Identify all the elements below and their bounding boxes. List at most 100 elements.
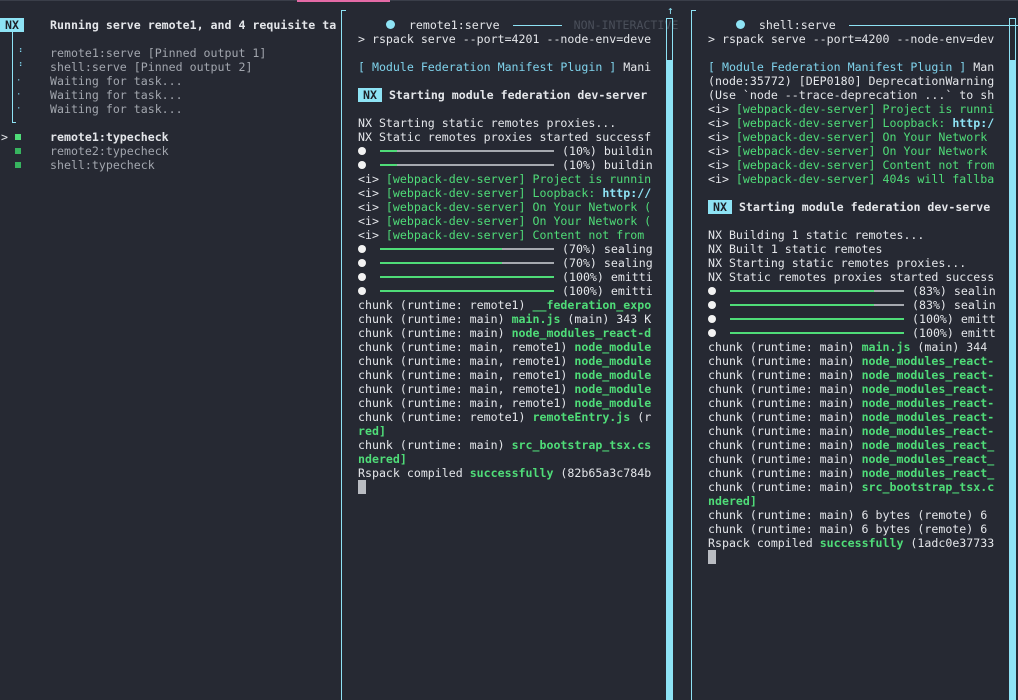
log-line: NX Built 1 static remotes [708, 242, 883, 256]
pinned-item-label: remote1:serve [Pinned output 1] [50, 46, 267, 60]
log-text: (10%) buildin [562, 144, 653, 158]
nx-badge-text: NX [0, 18, 24, 32]
log-text: chunk (runtime: main) [708, 382, 862, 396]
log-text: [webpack-dev-server] On Your Network ( [385, 214, 652, 228]
log-line: <i> [webpack-dev-server] Project is runn… [358, 172, 651, 186]
log-text: chunk (runtime: main, remote1) [358, 354, 575, 368]
log-text: NX Starting static remotes proxies... [358, 116, 617, 130]
nx-badge: NX [708, 200, 732, 214]
log-text: node_modules_react_ [861, 466, 995, 480]
task-item[interactable]: > remote1:typecheck [0, 130, 330, 144]
log-line: <i> [webpack-dev-server] On Your Network… [358, 200, 651, 214]
progress-bar [380, 289, 554, 292]
pane-header: remote1:serve NON-INTERACTIVE [358, 4, 678, 32]
terminal-output: > rspack serve --port=4200 --node-env=de… [708, 32, 996, 700]
log-line: chunk (runtime: remote1) remoteEntry.js … [358, 410, 651, 424]
log-line: chunk (runtime: main) node_modules_react… [708, 410, 994, 424]
scroll-up-arrow-icon[interactable]: ↑ [667, 4, 674, 17]
log-text: (r [630, 410, 652, 424]
nx-logo-badge: NX [0, 18, 24, 32]
log-text: node_modules_react_ [861, 438, 995, 452]
progress-bar-fill [380, 163, 398, 166]
progress-bar [730, 289, 904, 292]
log-line [358, 480, 366, 494]
log-text: chunk (runtime: main, remote1) [358, 368, 575, 382]
progress-bar-fill [380, 275, 554, 278]
log-text: Rspack compiled [708, 536, 820, 550]
selection-caret-icon: > [1, 130, 8, 144]
log-line: chunk (runtime: main) node_modules_react… [358, 326, 651, 340]
waiting-dot-icon: · [16, 104, 22, 114]
log-text: NX Built 1 static remotes [708, 242, 883, 256]
log-text: src_bootstrap_tsx.c [861, 480, 995, 494]
log-line: NX Building 1 static remotes... [708, 228, 924, 242]
log-text: NX Static remotes proxies started succes… [358, 130, 652, 144]
log-text: [webpack-dev-server] 404s will fallba [735, 172, 995, 186]
log-text: (100%) emitt [912, 312, 996, 326]
scrollbar-thumb[interactable] [666, 60, 673, 700]
log-text: chunk (runtime: main) [708, 410, 862, 424]
progress-bullet-icon [708, 300, 716, 309]
log-text: [webpack-dev-server] On Your Network [735, 130, 988, 144]
log-text: [webpack-dev-server] On Your Network ( [385, 200, 652, 214]
success-status-icon [15, 134, 21, 140]
log-text: red] [358, 424, 386, 438]
tree-line [12, 32, 13, 122]
scrollbar-thumb[interactable] [1009, 60, 1016, 700]
log-line: chunk (runtime: main, remote1) node_modu… [358, 340, 651, 354]
header-rule [512, 25, 562, 26]
pane-border [691, 10, 692, 700]
task-item[interactable]: shell:typecheck [0, 158, 330, 172]
log-text: node_module [574, 340, 652, 354]
log-text: Mani [616, 60, 652, 74]
log-text: node_modules_react- [861, 424, 995, 438]
output-pane-shell-serve[interactable]: shell:serve ↑ > rspack serve --port=4200… [691, 0, 1018, 700]
progress-bullet-icon [708, 286, 716, 295]
log-line: NX Static remotes proxies started succes… [708, 270, 994, 284]
log-text: [webpack-dev-server] Project is runnin [385, 172, 652, 186]
log-text: > rspack serve --port=4201 --node-env=de… [358, 32, 652, 46]
log-line: (10%) buildin [358, 144, 653, 158]
log-text: <i> [358, 200, 386, 214]
pane-header: shell:serve [708, 4, 1018, 32]
log-line: (70%) sealing [358, 256, 653, 270]
log-text: (100%) emitti [562, 284, 653, 298]
progress-bullet-icon [358, 258, 366, 267]
interactive-mode-label: NON-INTERACTIVE [573, 18, 679, 32]
log-text: (100%) emitt [912, 326, 996, 340]
task-item[interactable]: remote2:typecheck [0, 144, 330, 158]
log-text: chunk (runtime: main) [708, 438, 862, 452]
log-text: chunk (runtime: remote1) [358, 410, 533, 424]
waiting-dot-icon: · [16, 76, 22, 86]
log-line: ndered] [708, 494, 757, 508]
log-line: <i> [webpack-dev-server] Loopback: http:… [708, 116, 994, 130]
log-text: chunk (runtime: main) [708, 354, 862, 368]
log-line: (100%) emitt [708, 312, 996, 326]
log-text: (node:35772) [DEP0180] DeprecationWarnin… [708, 74, 995, 88]
scrollbar-track[interactable] [1009, 18, 1016, 61]
log-text: chunk (runtime: main) [708, 466, 862, 480]
log-text: node_modules_react- [861, 368, 995, 382]
scrollbar-track[interactable] [666, 18, 673, 61]
log-text: [ Module Federation Manifest Plugin ] [708, 60, 967, 74]
log-text: [ Module Federation Manifest Plugin ] [358, 60, 617, 74]
pinned-dots-icon: ⠘ [16, 48, 23, 58]
terminal-cursor [708, 550, 716, 564]
log-text: chunk (runtime: main, remote1) [358, 382, 575, 396]
output-pane-remote1-serve[interactable]: remote1:serve NON-INTERACTIVE ↑ > rspack… [341, 0, 681, 700]
log-text: node_modules_react- [861, 354, 995, 368]
log-text: node_module [574, 368, 652, 382]
log-line: chunk (runtime: main) src_bootstrap_tsx.… [708, 480, 994, 494]
url-link[interactable]: http:/ [952, 116, 995, 130]
log-text: <i> [358, 186, 386, 200]
url-link[interactable]: http:// [602, 186, 652, 200]
log-line: (83%) sealin [708, 298, 996, 312]
log-text: <i> [358, 214, 386, 228]
log-line: NX Starting static remotes proxies... [358, 116, 616, 130]
log-line: (10%) buildin [358, 158, 653, 172]
pane-title: remote1:serve [408, 18, 500, 32]
log-text: chunk (runtime: main) [708, 424, 862, 438]
log-line: chunk (runtime: main) 6 bytes (remote) 6 [708, 508, 987, 522]
log-text: ndered] [708, 494, 757, 508]
log-text: <i> [708, 158, 736, 172]
